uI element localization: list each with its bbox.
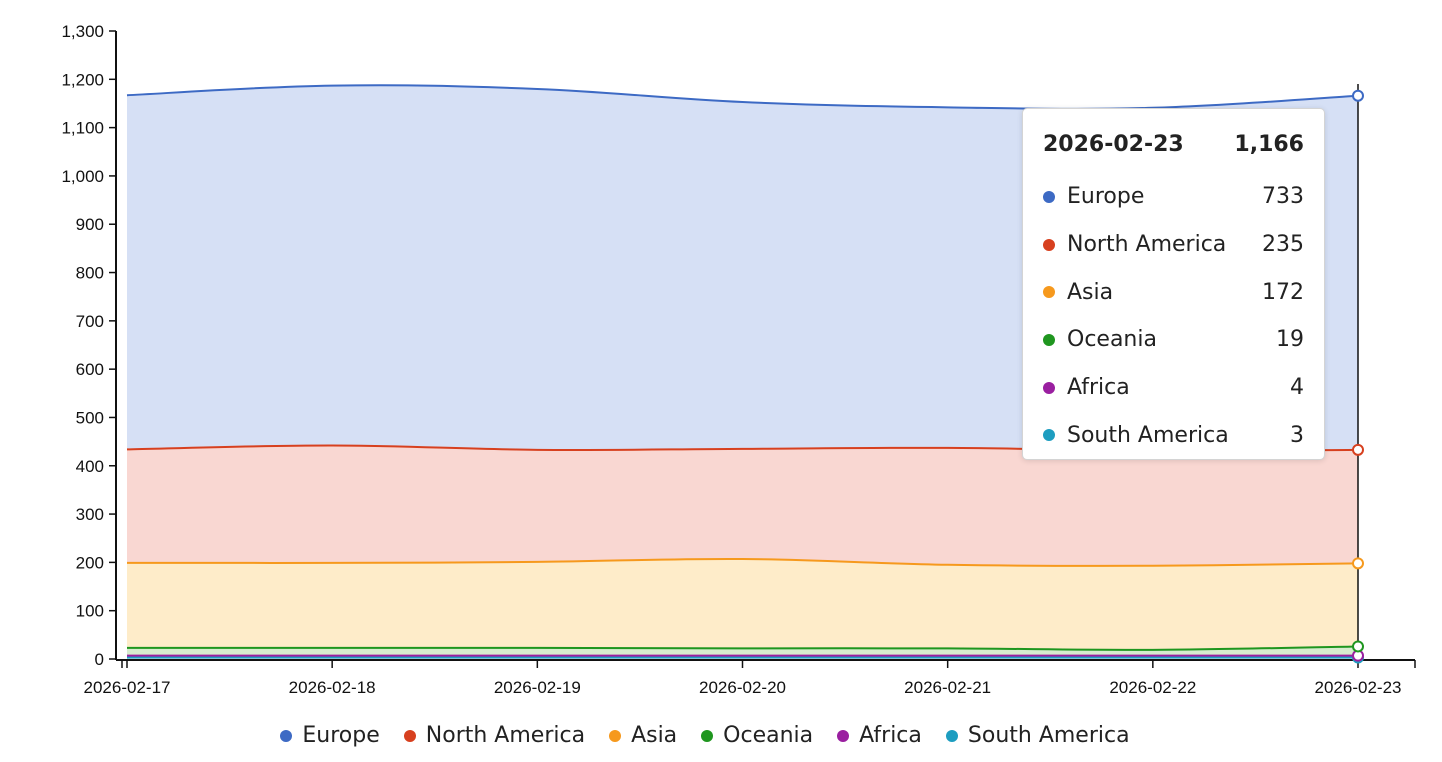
x-tick-label: 2026-02-20 (699, 678, 786, 697)
x-tick-label: 2026-02-21 (904, 678, 991, 697)
legend-dot-icon (945, 729, 958, 742)
tooltip-total: 1,166 (1234, 131, 1304, 157)
tooltip-header: 2026-02-23 1,166 (1043, 127, 1304, 161)
tooltip-series-value: 19 (1276, 327, 1304, 353)
legend-label: North America (425, 723, 586, 748)
y-tick-label: 500 (76, 408, 104, 427)
tooltip-series-value: 172 (1262, 279, 1304, 305)
y-tick-label: 400 (76, 457, 104, 476)
legend-item-oceania[interactable]: Oceania (701, 723, 813, 748)
y-tick-label: 800 (76, 264, 104, 283)
legend-item-south-america[interactable]: South America (945, 723, 1130, 748)
x-tick-label: 2026-02-18 (289, 678, 376, 697)
tooltip-series-name: Europe (1067, 184, 1145, 210)
tooltip-row-north-america: North America 235 (1043, 221, 1304, 269)
legend-label: Europe (302, 723, 380, 748)
tooltip-series-value: 733 (1262, 184, 1304, 210)
y-tick-label: 1,300 (61, 22, 104, 41)
hover-point-europe (1352, 89, 1364, 102)
tooltip-dot-icon (1043, 429, 1055, 442)
y-tick-label: 200 (76, 553, 104, 572)
axes: 0 100 200 300 400 500 600 700 800 900 1,000 1,100 1,… (61, 22, 1416, 697)
legend-dot-icon (609, 729, 622, 742)
legend-label: Africa (859, 723, 922, 748)
legend-item-europe[interactable]: Europe (280, 723, 380, 748)
hover-indicator (1352, 84, 1364, 664)
legend-item-asia[interactable]: Asia (609, 723, 677, 748)
y-tick-label: 0 (95, 650, 104, 669)
legend-dot-icon (280, 729, 293, 742)
area-asia (127, 558, 1358, 659)
line-europe (126, 84, 1359, 110)
y-tick-label: 900 (76, 215, 104, 234)
tooltip-dot-icon (1043, 190, 1055, 203)
tooltip-series-value: 3 (1290, 422, 1304, 448)
tooltip-rows: Europe 733 North America 235 Asia 172 Oceania 1… (1043, 173, 1304, 459)
x-tick-label: 2026-02-22 (1109, 678, 1196, 697)
y-tick-label: 1,200 (61, 70, 104, 89)
tooltip-row-asia: Asia 172 (1043, 268, 1304, 316)
line-oceania (126, 645, 1359, 651)
hover-point-oceania (1352, 640, 1364, 653)
legend-item-north-america[interactable]: North America (403, 723, 586, 748)
chart-tooltip: 2026-02-23 1,166 Europe 733 North America 2… (1022, 108, 1325, 460)
tooltip-series-name: South America (1067, 422, 1229, 448)
tooltip-series-value: 235 (1262, 232, 1304, 258)
tooltip-series-name: Asia (1067, 279, 1114, 305)
legend-dot-icon (837, 729, 850, 742)
line-asia (126, 557, 1359, 567)
tooltip-dot-icon (1043, 381, 1055, 394)
tooltip-row-south-america: South America 3 (1043, 411, 1304, 459)
legend-dot-icon (403, 729, 416, 742)
tooltip-date: 2026-02-23 (1043, 131, 1184, 157)
tooltip-series-name: North America (1067, 232, 1227, 258)
x-tick-label: 2026-02-23 (1315, 678, 1402, 697)
tooltip-row-europe: Europe 733 (1043, 173, 1304, 221)
tooltip-dot-icon (1043, 238, 1055, 251)
tooltip-series-name: Africa (1067, 375, 1130, 401)
hover-point-asia (1352, 557, 1364, 570)
y-tick-label: 100 (76, 602, 104, 621)
y-tick-label: 300 (76, 505, 104, 524)
y-tick-label: 1,000 (61, 167, 104, 186)
tooltip-dot-icon (1043, 333, 1055, 346)
tooltip-row-oceania: Oceania 19 (1043, 316, 1304, 364)
x-tick-label: 2026-02-19 (494, 678, 581, 697)
legend-item-africa[interactable]: Africa (837, 723, 922, 748)
legend-label: South America (967, 723, 1130, 748)
legend-label: Asia (631, 723, 678, 748)
tooltip-dot-icon (1043, 286, 1055, 299)
hover-point-north-america (1352, 443, 1364, 456)
tooltip-series-name: Oceania (1067, 327, 1157, 353)
tooltip-series-value: 4 (1290, 375, 1304, 401)
y-tick-label: 1,100 (61, 119, 104, 138)
tooltip-row-africa: Africa 4 (1043, 364, 1304, 412)
y-tick-label: 700 (76, 312, 104, 331)
x-tick-label: 2026-02-17 (84, 678, 171, 697)
legend-label: Oceania (723, 723, 814, 748)
legend-dot-icon (701, 729, 714, 742)
y-tick-label: 600 (76, 360, 104, 379)
chart-legend: Europe North America Asia Oceania Africa Sout… (0, 723, 1410, 748)
